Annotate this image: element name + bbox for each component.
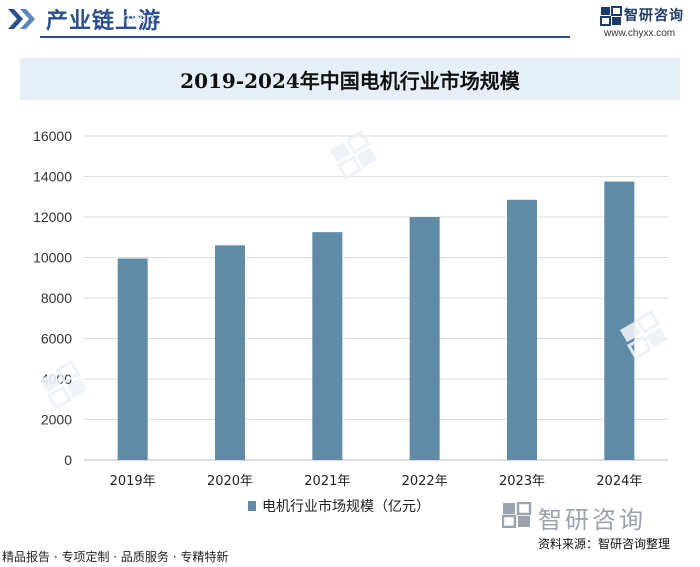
chevron-arrows-icon	[8, 9, 35, 29]
footer-brand-name: 智研咨询	[538, 506, 646, 534]
x-tick-label: 2024年	[596, 474, 642, 489]
section-title: 产业链上游	[46, 8, 162, 34]
x-tick-label: 2020年	[207, 474, 253, 489]
y-tick-label: 16000	[33, 128, 72, 144]
header: 产业链上游 main	[0, 0, 700, 42]
header-ghost-text: main	[122, 10, 155, 27]
y-tick-label: 14000	[33, 169, 72, 185]
y-axis-ticks: 0 2000 4000 6000 8000 10000 12000 14000 16000	[33, 128, 72, 468]
brand-name: 智研咨询	[624, 8, 684, 24]
bar-chart: 0 2000 4000 6000 8000 10000 12000 14000 16000 20…	[33, 128, 668, 515]
chart-title-band: 2019-2024年中国电机行业市场规模	[20, 58, 680, 100]
legend: 电机行业市场规模（亿元）	[248, 498, 430, 515]
header-divider	[40, 36, 570, 38]
bar	[507, 199, 537, 460]
footer-brand: 智研咨询	[502, 500, 700, 534]
bar	[312, 232, 343, 460]
x-tick-label: 2019年	[110, 474, 156, 489]
grid-lines	[84, 135, 668, 461]
y-tick-label: 4000	[41, 371, 72, 387]
bar	[604, 181, 635, 460]
y-tick-label: 10000	[33, 250, 72, 266]
bar	[215, 245, 245, 460]
footer-tagline: 精品报告 · 专项定制 · 品质服务 · 专精特新	[2, 550, 229, 564]
y-tick-label: 0	[64, 452, 72, 468]
y-tick-label: 12000	[33, 209, 72, 225]
x-tick-label: 2021年	[304, 474, 350, 489]
footer-brand-logo-icon	[502, 502, 532, 528]
x-axis-ticks: 2019年 2020年 2021年 2022年 2023年 2024年	[110, 474, 643, 489]
legend-swatch	[248, 501, 256, 511]
y-tick-label: 8000	[41, 290, 72, 306]
bar	[117, 258, 148, 460]
chart-title: 2019-2024年中国电机行业市场规模	[180, 68, 520, 93]
data-source: 资料来源：智研咨询整理	[538, 537, 671, 551]
bar	[409, 217, 440, 460]
brand-logo-block: 智研咨询 www.chyxx.com	[598, 4, 698, 44]
x-tick-label: 2022年	[402, 474, 448, 489]
legend-label: 电机行业市场规模（亿元）	[262, 498, 430, 515]
brand-url: www.chyxx.com	[604, 28, 676, 39]
y-tick-label: 6000	[41, 331, 72, 347]
y-tick-label: 2000	[41, 412, 72, 428]
brand-logo-icon	[600, 6, 622, 26]
x-tick-label: 2023年	[499, 474, 545, 489]
bars	[117, 181, 635, 460]
